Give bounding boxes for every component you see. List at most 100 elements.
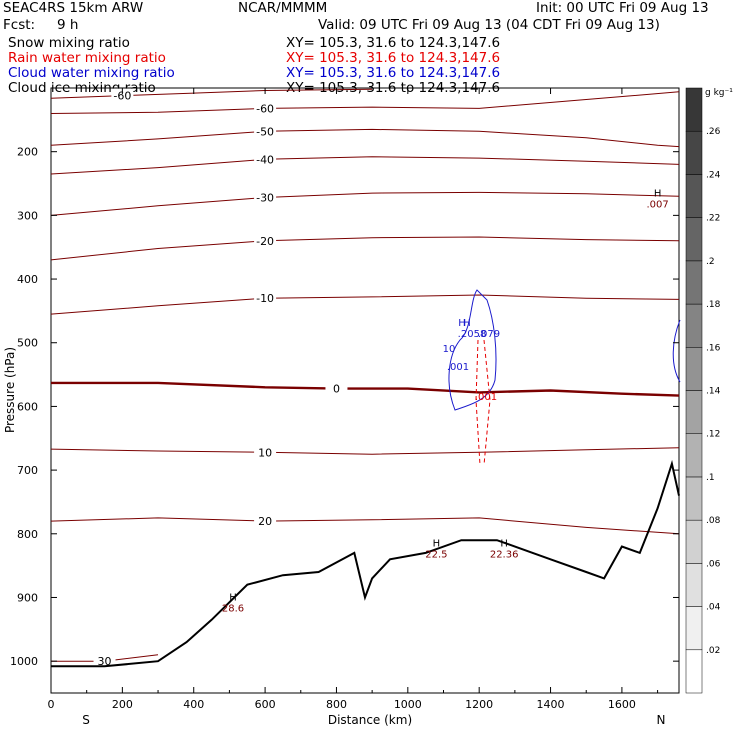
y-tick-label-7: 900 <box>17 591 38 604</box>
y-axis-label: Pressure (hPa) <box>3 347 17 433</box>
field-xy-rain: XY= 105.3, 31.6 to 124.3,147.6 <box>286 50 501 66</box>
high-value-3: .007 <box>646 199 668 210</box>
contour-label-3: -40 <box>256 153 274 166</box>
y-tick-label-2: 400 <box>17 273 38 286</box>
contour-line-4 <box>50 191 680 216</box>
terrain-line <box>51 459 680 668</box>
colorbar-tick-0: .02 <box>706 646 720 656</box>
colorbar-swatch-11 <box>685 174 703 218</box>
colorbar-tick-4: .1 <box>706 473 715 483</box>
cloud-label-1: 10 <box>443 344 456 355</box>
org-title: NCAR/MMMM <box>238 0 328 16</box>
colorbar-swatch-0 <box>685 649 703 694</box>
cloud-core-label-1: H <box>463 318 471 329</box>
colorbar: .02 .04 .06 .08 .1 .12 .14 .16 .18 .2 .22 .24 .26 <box>685 87 721 694</box>
contour-label-9: 20 <box>258 515 272 528</box>
contour-label-1: -60 <box>113 90 131 103</box>
colorbar-swatch-3 <box>685 519 703 564</box>
contour-line-1 <box>50 88 373 99</box>
x-tick-label-6: 1200 <box>465 698 493 711</box>
colorbar-swatch-4 <box>685 476 703 521</box>
cloud-label-0: .001 <box>447 362 469 373</box>
y-tick-label-6: 800 <box>17 528 38 541</box>
colorbar-swatch-6 <box>685 390 703 434</box>
field-xy-cloud-water: XY= 105.3, 31.6 to 124.3,147.6 <box>286 65 501 81</box>
colorbar-tick-11: .24 <box>706 170 721 180</box>
x-tick-label-0: 0 <box>48 698 55 711</box>
valid-time: Valid: 09 UTC Fri 09 Aug 13 (04 CDT Fri … <box>318 17 660 33</box>
high-marker-1: H <box>433 539 441 550</box>
colorbar-tick-2: .06 <box>706 559 721 569</box>
x-tick-label-8: 1600 <box>608 698 636 711</box>
contour-line-8 <box>50 447 680 455</box>
x-tick-label-1: 200 <box>112 698 133 711</box>
contour-line-3 <box>50 156 680 175</box>
colorbar-tick-12: .26 <box>706 127 721 137</box>
contour-label-2: -50 <box>256 125 274 138</box>
plot-frame <box>50 87 680 694</box>
colorbar-tick-9: .2 <box>706 257 715 267</box>
high-marker-2: H <box>500 539 508 550</box>
contour-label-8: 10 <box>258 446 272 459</box>
colorbar-tick-3: .08 <box>706 516 721 526</box>
colorbar-swatch-13 <box>685 87 703 132</box>
cloud-overlay: .001 10 .001 HH.2058.079 <box>443 289 681 466</box>
contour-label-5: -20 <box>256 235 274 248</box>
high-value-1: 22.5 <box>425 550 447 561</box>
init-time: Init: 00 UTC Fri 09 Aug 13 <box>536 0 709 16</box>
colorbar-swatch-7 <box>685 347 703 391</box>
colorbar-swatch-10 <box>685 217 703 262</box>
cloud-core-label-3: .079 <box>478 329 500 340</box>
y-tick-label-4: 600 <box>17 400 38 413</box>
field-label-rain: Rain water mixing ratio <box>8 50 166 66</box>
x-tick-label-7: 1400 <box>537 698 565 711</box>
contour-line-9 <box>50 517 680 535</box>
left-end-label: S <box>82 713 90 727</box>
colorbar-swatch-9 <box>685 260 703 305</box>
y-tick-label-3: 500 <box>17 337 38 350</box>
colorbar-swatch-1 <box>685 606 703 651</box>
high-marker-0: H <box>229 593 237 604</box>
contour-label-10: 30 <box>98 655 112 668</box>
cloud-water-edge <box>672 319 681 383</box>
contour-line-0 <box>50 91 680 114</box>
x-tick-label-5: 1000 <box>394 698 422 711</box>
high-marker-3: H <box>654 188 662 199</box>
axes: 0 200 400 600 800 1000 1200 1400 160020030040050… <box>10 88 679 711</box>
colorbar-tick-5: .12 <box>706 430 720 440</box>
x-axis-label: Distance (km) <box>328 713 412 727</box>
cloud-core-label-0: H <box>458 318 466 329</box>
x-tick-label-2: 400 <box>183 698 204 711</box>
colorbar-tick-1: .04 <box>706 603 721 613</box>
contour-line-2 <box>50 128 680 148</box>
field-label-cloud-water: Cloud water mixing ratio <box>8 65 175 81</box>
contour-line-7 <box>51 381 680 397</box>
field-xy-snow: XY= 105.3, 31.6 to 124.3,147.6 <box>286 35 501 51</box>
fcst-label: Fcst: <box>3 17 36 33</box>
contour-label-7: 0 <box>333 383 340 396</box>
cloud-core-label-2: .2058 <box>458 329 487 340</box>
colorbar-tick-10: .22 <box>706 214 720 224</box>
colorbar-swatch-2 <box>685 563 703 607</box>
y-tick-label-8: 1000 <box>10 655 38 668</box>
contour-line-6 <box>50 294 680 315</box>
fcst-value: 9 h <box>57 17 79 33</box>
high-value-2: 22.36 <box>490 550 519 561</box>
colorbar-swatch-8 <box>685 303 703 348</box>
colorbar-tick-6: .14 <box>706 387 721 397</box>
colorbar-swatch-12 <box>685 130 703 175</box>
colorbar-unit: g kg⁻¹ <box>705 88 733 98</box>
right-end-label: N <box>657 713 666 727</box>
contour-label-4: -30 <box>256 192 274 205</box>
model-title: SEAC4RS 15km ARW <box>3 0 144 16</box>
x-tick-label-4: 800 <box>326 698 347 711</box>
temperature-contours: -60 -60 -50 -40 -30 -20 -10 0 10 20 30 <box>50 88 680 668</box>
contour-label-0: -60 <box>256 102 274 115</box>
y-tick-label-0: 200 <box>17 146 38 159</box>
contour-label-6: -10 <box>256 292 274 305</box>
colorbar-tick-8: .18 <box>706 300 721 310</box>
contour-line-5 <box>50 236 680 261</box>
colorbar-swatch-5 <box>685 433 703 478</box>
